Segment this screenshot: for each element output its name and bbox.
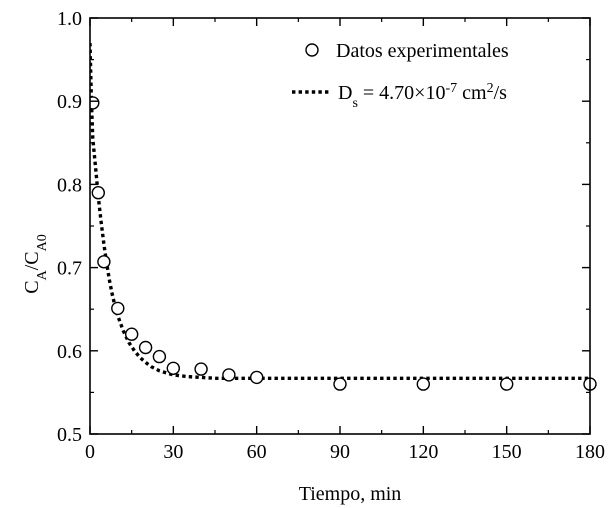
x-tick-label: 90: [330, 441, 350, 463]
x-tick-label: 0: [85, 441, 95, 463]
labels-layer: 0 30 60 90 120 150 180 0.5 0.6 0.7 0.8 0.9 1.0: [57, 8, 605, 463]
axes-layer: [89, 17, 591, 435]
y-axis-title-main: C: [21, 280, 43, 293]
data-point: [97, 255, 111, 269]
data-point: [138, 340, 153, 355]
legend-ds-unit-exp: 2: [487, 81, 494, 96]
data-point: [333, 377, 347, 391]
x-axis-title: Tiempo, min: [299, 483, 402, 505]
legend-label-datos: Datos experimentales: [336, 40, 509, 62]
y-axis-title-sub2: A0: [35, 234, 50, 251]
y-axis-title-sep: /C: [21, 251, 43, 270]
legend-label-ds: Ds = 4.70×10-7 cm2/s: [338, 81, 507, 111]
y-tick-label: 0.8: [57, 174, 82, 196]
data-layer: [90, 42, 597, 391]
legend-ds-unit: cm: [457, 82, 487, 104]
data-point: [250, 370, 264, 385]
data-point: [166, 361, 181, 375]
y-axis-title-sub1: A: [35, 269, 50, 280]
x-tick-label: 30: [163, 441, 183, 463]
x-tick-label: 150: [492, 441, 522, 463]
y-tick-label: 0.5: [57, 424, 82, 446]
y-axis-title: CA/CA0: [21, 234, 50, 294]
y-tick-label: 0.9: [57, 91, 82, 113]
data-point: [416, 377, 430, 391]
legend-ds-exp: -7: [445, 81, 457, 96]
data-point: [500, 377, 514, 391]
series-model-line: [90, 42, 590, 380]
legend-ds-mid: = 4.70×10: [358, 82, 446, 104]
data-point: [152, 349, 167, 364]
data-point: [111, 301, 125, 316]
x-tick-label: 120: [408, 441, 438, 463]
legend: Datos experimentales Ds = 4.70×10-7 cm2/…: [292, 40, 509, 111]
data-point: [194, 362, 208, 376]
data-point: [124, 327, 139, 341]
data-point: [222, 368, 236, 382]
x-tick-label: 180: [575, 441, 605, 463]
y-tick-label: 1.0: [57, 8, 82, 30]
data-point: [90, 96, 100, 110]
legend-ds-tail: /s: [494, 82, 508, 104]
legend-marker-circle: [305, 43, 319, 57]
legend-ds-d: D: [338, 82, 352, 104]
x-tick-label: 60: [247, 441, 267, 463]
y-tick-label: 0.6: [57, 341, 82, 363]
y-tick-label: 0.7: [57, 258, 82, 280]
legend-ds-sub: s: [352, 96, 357, 111]
data-point: [91, 185, 106, 200]
